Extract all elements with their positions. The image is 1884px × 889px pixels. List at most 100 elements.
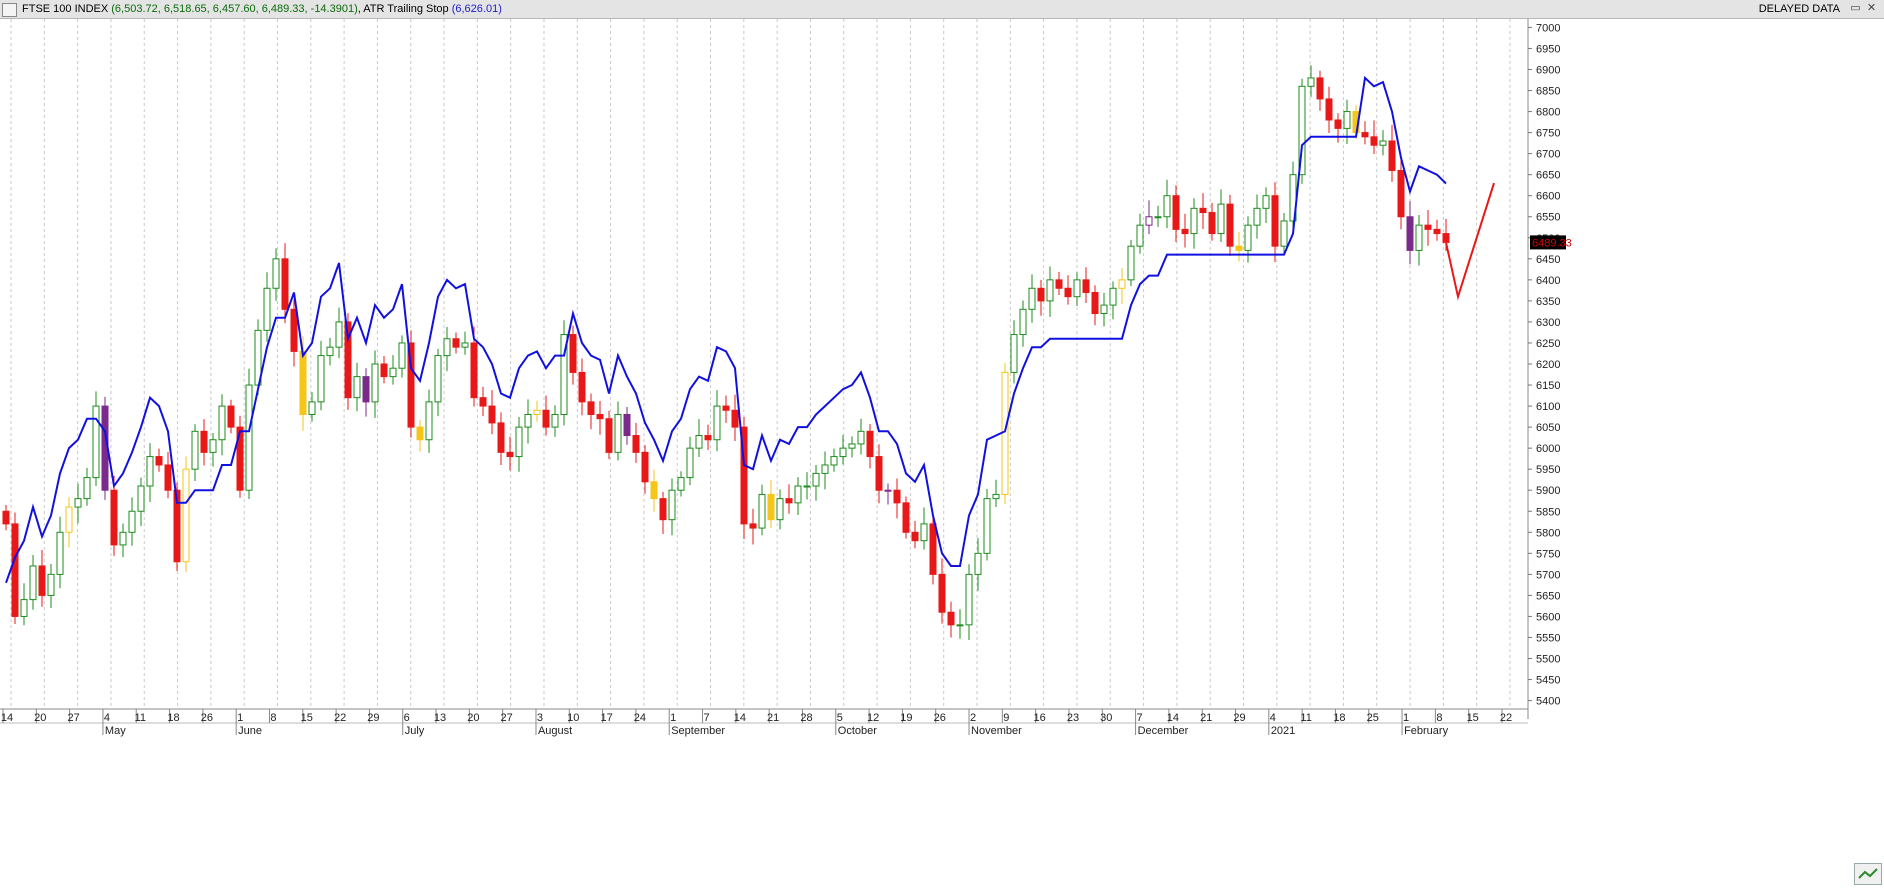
candle-body: [1262, 195, 1270, 209]
time-tick-label: 26: [201, 712, 213, 724]
candle-body: [263, 287, 271, 331]
candle-body: [47, 573, 55, 596]
time-tick-label: 27: [501, 712, 513, 724]
candle-body: [731, 409, 739, 428]
candle-body: [1316, 77, 1324, 100]
candle-body: [416, 426, 424, 441]
candle-body: [83, 477, 91, 500]
candle-body: [353, 376, 361, 399]
close-button[interactable]: ✕: [1866, 2, 1877, 14]
candle-body: [1442, 233, 1450, 243]
time-tick-label: 20: [34, 712, 46, 724]
candle-body: [704, 435, 712, 441]
candle-body: [1370, 136, 1378, 146]
candle-body: [1145, 216, 1153, 226]
time-tick-label: 15: [301, 712, 313, 724]
candle-body: [983, 498, 991, 554]
time-tick-label: 18: [167, 712, 179, 724]
candle-body: [299, 350, 307, 415]
time-tick-label: 1: [237, 712, 243, 724]
candle-body: [740, 426, 748, 525]
candle-body: [182, 468, 190, 563]
candle-body: [281, 258, 289, 310]
projection-line: [1445, 182, 1495, 301]
candle-body: [110, 489, 118, 546]
time-tick-label: 1: [1403, 712, 1409, 724]
chart-title: FTSE 100 INDEX (6,503.72, 6,518.65, 6,45…: [22, 3, 502, 15]
candle-body: [596, 413, 604, 420]
candle-body: [461, 342, 469, 348]
candle-body: [605, 418, 613, 453]
price-chart[interactable]: 5400 5450 5500 5550 5600 5650 5700 5750 5800 5850…: [0, 19, 1884, 887]
candle-body: [974, 552, 982, 575]
candle-body: [992, 493, 1000, 500]
candle-body: [641, 451, 649, 483]
time-tick-label: 22: [1500, 712, 1512, 724]
restore-button[interactable]: ▭: [1850, 2, 1861, 14]
candle-body: [1190, 207, 1198, 235]
candle-body: [1361, 132, 1369, 138]
candle-body: [1163, 195, 1171, 218]
chart-tool-icon[interactable]: [1854, 863, 1882, 885]
price-tick-label: 6100: [1536, 401, 1560, 413]
candle-body: [389, 367, 397, 378]
candle-body: [209, 439, 217, 453]
candle-body: [1073, 279, 1081, 298]
candle-body: [1199, 207, 1207, 214]
candle-body: [74, 498, 82, 508]
candle-body: [830, 456, 838, 466]
indicator-value: (6,626.01): [451, 3, 502, 15]
candle-body: [362, 376, 370, 403]
candle-body: [569, 334, 577, 373]
candle-body: [479, 397, 487, 407]
price-tick-label: 6400: [1536, 275, 1560, 287]
candle-body: [506, 451, 514, 458]
candle-body: [695, 435, 703, 449]
candle-body: [92, 405, 100, 479]
candle-body: [803, 485, 811, 488]
month-label: December: [1138, 725, 1189, 737]
candle-body: [1064, 287, 1072, 298]
month-label: November: [971, 725, 1022, 737]
price-tag-label: 6489.33: [1532, 237, 1572, 249]
month-label: May: [105, 725, 126, 737]
candle-body: [722, 405, 730, 411]
candle-body: [20, 599, 28, 617]
price-tick-label: 6250: [1536, 338, 1560, 350]
chart-menu-icon[interactable]: [2, 3, 17, 17]
price-tick-label: 5900: [1536, 485, 1560, 497]
candle-body: [578, 371, 586, 403]
candle-body: [794, 485, 802, 504]
candle-body: [1424, 224, 1432, 230]
price-tick-label: 6900: [1536, 64, 1560, 76]
candle-body: [1028, 287, 1036, 310]
candle-body: [65, 506, 73, 533]
price-tick-label: 6550: [1536, 212, 1560, 224]
candle-body: [1118, 279, 1126, 289]
candle-body: [1271, 195, 1279, 247]
candle-body: [1244, 224, 1252, 251]
candle-body: [911, 531, 919, 542]
price-tick-label: 6050: [1536, 422, 1560, 434]
price-tick-label: 6800: [1536, 107, 1560, 119]
candle-body: [2, 510, 10, 525]
price-tick-label: 6000: [1536, 443, 1560, 455]
candle-body: [1280, 220, 1288, 247]
candle-body: [839, 447, 847, 458]
time-tick-label: 21: [767, 712, 779, 724]
price-tick-label: 5600: [1536, 611, 1560, 623]
time-tick-label: 18: [1333, 712, 1345, 724]
month-label: July: [405, 725, 425, 737]
month-label: 2021: [1271, 725, 1295, 737]
candle-body: [875, 456, 883, 491]
candle-body: [542, 409, 550, 428]
candle-body: [515, 426, 523, 458]
candle-body: [956, 624, 964, 627]
time-tick-label: 13: [434, 712, 446, 724]
price-tick-label: 6650: [1536, 170, 1560, 182]
candle-body: [146, 456, 154, 487]
time-tick-label: 25: [1367, 712, 1379, 724]
candle-body: [227, 405, 235, 428]
candle-body: [1253, 207, 1261, 226]
time-tick-label: 17: [600, 712, 612, 724]
